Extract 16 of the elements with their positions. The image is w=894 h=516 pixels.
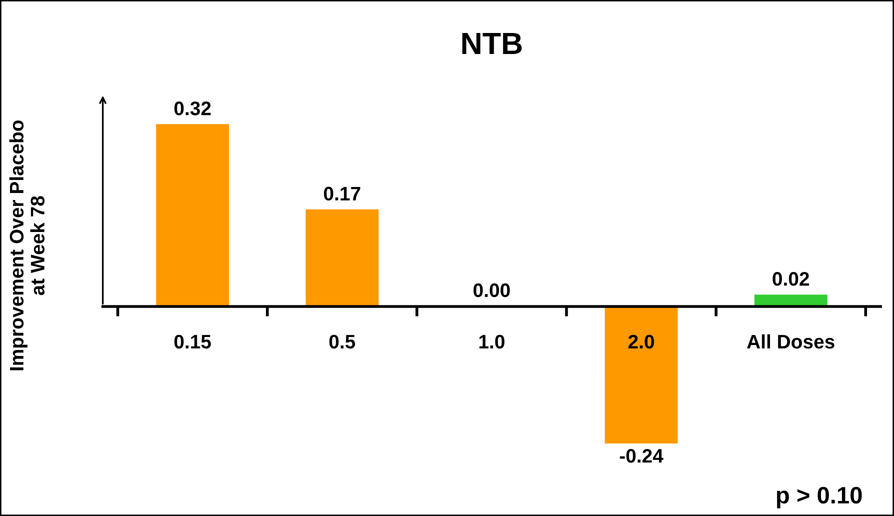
x-tick-label: 1.0 (479, 334, 504, 349)
bar (156, 124, 230, 308)
y-axis-title: Improvement Over Placebo at Week 78 (9, 120, 45, 370)
x-tick-label: 0.5 (329, 334, 356, 349)
chart-title: NTB (462, 32, 522, 54)
x-tick-label: 0.15 (174, 334, 211, 349)
x-tick-label: 2.0 (628, 334, 654, 349)
data-label: 0.32 (174, 102, 211, 116)
bar (604, 306, 678, 444)
data-label: 0.02 (772, 272, 809, 286)
bar (306, 209, 379, 308)
data-label: -0.24 (620, 448, 664, 463)
text: p > 0.10 (776, 486, 862, 508)
x-tick-label: All Doses (747, 334, 834, 349)
data-label: 0.00 (474, 283, 510, 298)
data-label: 0.17 (324, 186, 360, 201)
